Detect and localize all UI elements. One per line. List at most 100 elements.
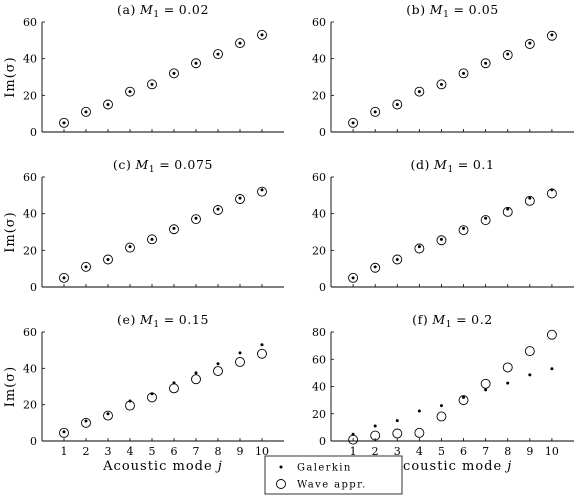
- y-axis-label: Im(σ): [3, 211, 18, 252]
- galerkin-point: [484, 216, 488, 220]
- x-axis-label-variable: j: [504, 459, 512, 474]
- galerkin-point: [351, 276, 355, 280]
- x-tick-label: 2: [83, 445, 90, 458]
- panel-c: 0 20 40 60 (c) M1 = 0.075 Im(σ): [3, 157, 284, 294]
- galerkin-point: [238, 41, 242, 45]
- wave-appr-point: [257, 29, 267, 40]
- legend-wave-label: Wave appr.: [297, 480, 367, 491]
- galerkin-point: [62, 276, 66, 280]
- galerkin-point: [216, 362, 220, 366]
- panel-title-equals: =: [164, 312, 175, 327]
- wave-appr-point: [169, 68, 179, 79]
- legend-box: [264, 455, 403, 495]
- panel-title-subscript: 1: [446, 320, 452, 330]
- wave-appr-point: [392, 99, 403, 110]
- wave-appr-point: [81, 417, 91, 428]
- x-tick-label: 8: [504, 445, 511, 458]
- panel-title: (c) M1 = 0.075: [113, 157, 213, 175]
- x-axis-label-text: Acoustic mode: [392, 459, 508, 474]
- wave-appr-point: [125, 86, 135, 97]
- galerkin-point: [128, 245, 132, 249]
- wave-appr-point: [524, 195, 535, 206]
- galerkin-point: [439, 404, 443, 408]
- panel-title-symbol: M: [431, 312, 446, 327]
- galerkin-point: [550, 367, 554, 371]
- panel-title-prefix: (f): [412, 312, 428, 327]
- galerkin-point: [238, 196, 242, 200]
- panel-title-symbol: M: [134, 157, 149, 172]
- panel-title-prefix: (a): [117, 2, 136, 17]
- galerkin-point: [439, 82, 443, 86]
- y-tick-label: 20: [23, 399, 37, 412]
- panel-title-value: 0.2: [471, 312, 493, 327]
- galerkin-point: [439, 237, 443, 241]
- panel-title-equals: =: [159, 157, 170, 172]
- galerkin-point: [194, 371, 198, 375]
- panel-title-subscript: 1: [443, 10, 449, 20]
- wave-appr-point: [414, 427, 425, 438]
- x-tick-label: 3: [394, 445, 401, 458]
- x-axis-label-variable: j: [215, 459, 223, 474]
- galerkin-point: [260, 343, 264, 347]
- galerkin-point: [260, 33, 264, 37]
- panel-d: 0 20 40 60 (d) M1 = 0.1: [312, 157, 574, 294]
- y-tick-label: 20: [312, 408, 326, 421]
- galerkin-point: [150, 392, 154, 396]
- galerkin-point: [417, 245, 421, 249]
- panel-title-value: 0.05: [469, 2, 499, 17]
- y-tick-label: 20: [312, 244, 326, 257]
- y-tick-label: 60: [312, 353, 326, 366]
- galerkin-point: [550, 188, 554, 192]
- wave-appr-point: [458, 68, 469, 79]
- galerkin-point: [351, 432, 355, 436]
- panel-title-symbol: M: [139, 312, 154, 327]
- x-tick-label: 10: [255, 445, 269, 458]
- wave-appr-point: [59, 272, 69, 283]
- wave-appr-point: [59, 427, 69, 438]
- panel-title-value: 0.075: [174, 157, 213, 172]
- y-tick-label: 40: [23, 362, 37, 375]
- wave-appr-point: [524, 346, 535, 357]
- x-tick-label: 4: [127, 445, 134, 458]
- legend-galerkin-label: Galerkin: [297, 463, 352, 474]
- galerkin-point: [106, 412, 110, 416]
- panel-title-prefix: (e): [117, 312, 136, 327]
- galerkin-point: [260, 188, 264, 192]
- galerkin-point: [194, 61, 198, 65]
- legend-wave-marker: [276, 479, 286, 489]
- wave-appr-point: [458, 395, 469, 406]
- wave-appr-point: [81, 261, 91, 272]
- wave-appr-point: [348, 272, 359, 283]
- x-tick-label: 2: [372, 445, 379, 458]
- galerkin-point: [62, 430, 66, 434]
- galerkin-point: [150, 82, 154, 86]
- legend: Galerkin Wave appr.: [264, 455, 403, 495]
- panel-title: (a) M1 = 0.02: [117, 2, 209, 20]
- galerkin-point: [172, 381, 176, 385]
- wave-appr-point: [169, 383, 179, 394]
- wave-appr-point: [370, 430, 381, 441]
- galerkin-point: [106, 103, 110, 106]
- x-tick-label: 3: [105, 445, 112, 458]
- wave-appr-point: [546, 329, 557, 340]
- x-tick-label: 8: [215, 445, 222, 458]
- x-tick-label: 1: [350, 445, 357, 458]
- y-tick-label: 40: [23, 53, 37, 66]
- panel-title-equals: =: [164, 2, 175, 17]
- x-tick-label: 9: [526, 445, 533, 458]
- panel-title: (d) M1 = 0.1: [410, 157, 494, 175]
- wave-appr-point: [370, 262, 381, 273]
- wave-appr-point: [502, 206, 513, 217]
- y-axis-label: Im(σ): [3, 56, 18, 97]
- x-tick-label: 4: [416, 445, 423, 458]
- wave-appr-point: [257, 348, 267, 359]
- wave-appr-point: [235, 357, 245, 367]
- y-tick-label: 40: [312, 53, 326, 66]
- wave-appr-point: [502, 50, 513, 60]
- y-tick-label: 60: [23, 326, 37, 339]
- wave-appr-point: [546, 30, 557, 41]
- galerkin-point: [373, 265, 377, 269]
- galerkin-point: [462, 71, 466, 75]
- wave-appr-point: [59, 117, 69, 128]
